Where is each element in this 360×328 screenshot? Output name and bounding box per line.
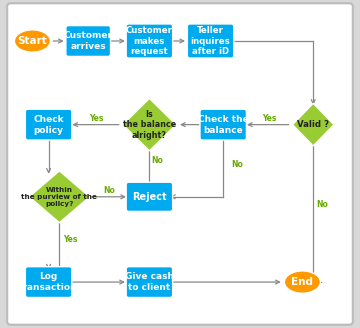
- Ellipse shape: [284, 271, 320, 293]
- Text: Reject: Reject: [132, 192, 167, 202]
- FancyBboxPatch shape: [200, 109, 246, 140]
- Ellipse shape: [14, 30, 50, 52]
- Text: Valid ?: Valid ?: [297, 120, 329, 129]
- Text: Yes: Yes: [89, 114, 104, 123]
- Text: No: No: [231, 160, 243, 169]
- Text: No: No: [152, 156, 163, 165]
- Text: End: End: [291, 277, 314, 287]
- FancyBboxPatch shape: [126, 24, 173, 58]
- Polygon shape: [292, 103, 334, 146]
- Text: Log
transaction: Log transaction: [19, 272, 78, 292]
- Text: No: No: [103, 186, 115, 195]
- Text: Start: Start: [18, 36, 47, 46]
- Polygon shape: [29, 171, 90, 223]
- Text: Give cash
to client: Give cash to client: [125, 272, 174, 292]
- Text: Yes: Yes: [262, 114, 276, 123]
- Text: Check the
balance: Check the balance: [198, 115, 248, 134]
- Text: Customer
makes
request: Customer makes request: [126, 26, 173, 56]
- FancyBboxPatch shape: [7, 3, 353, 325]
- Text: Within
the purview of the
policy?: Within the purview of the policy?: [22, 187, 97, 207]
- Text: Teller
inquires
after iD: Teller inquires after iD: [191, 26, 230, 56]
- FancyBboxPatch shape: [187, 24, 234, 58]
- FancyBboxPatch shape: [126, 267, 173, 297]
- Text: No: No: [316, 200, 328, 209]
- Text: Check
policy: Check policy: [33, 115, 64, 134]
- FancyBboxPatch shape: [126, 182, 173, 211]
- Polygon shape: [123, 98, 176, 151]
- Text: Is
the balance
alright?: Is the balance alright?: [123, 110, 176, 139]
- FancyBboxPatch shape: [25, 109, 72, 140]
- FancyBboxPatch shape: [25, 267, 72, 297]
- Text: Customer
arrives: Customer arrives: [64, 31, 113, 51]
- FancyBboxPatch shape: [66, 26, 111, 56]
- Text: Yes: Yes: [63, 235, 77, 244]
